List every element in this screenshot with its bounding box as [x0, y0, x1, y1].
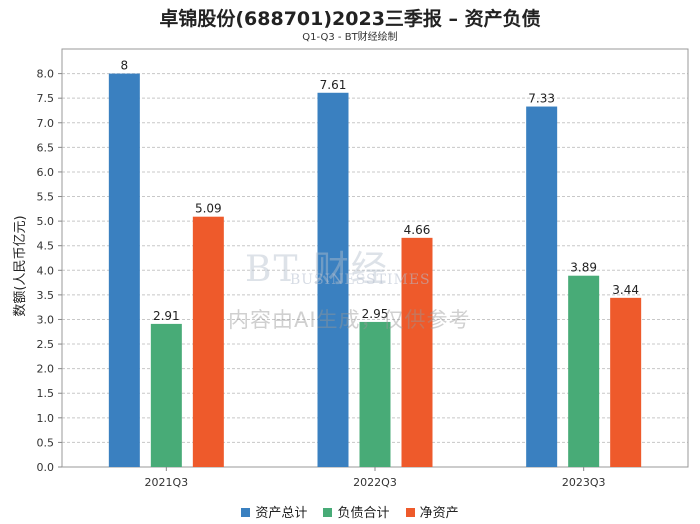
x-tick-label: 2021Q3	[145, 476, 189, 489]
y-tick-label: 2.5	[37, 338, 55, 351]
y-tick-label: 6.0	[37, 166, 55, 179]
y-tick-label: 6.5	[37, 141, 55, 154]
legend-label: 资产总计	[255, 506, 308, 521]
bar	[192, 216, 224, 467]
legend-swatch	[323, 508, 333, 517]
legend-item-total-liabilities[interactable]: 负债合计	[323, 502, 390, 521]
data-labels: 8 2.91 5.09 7.61 2.95 4.66 7.33 3.89 3.44	[121, 59, 640, 323]
legend-swatch	[241, 508, 251, 517]
y-tick-label: 7.5	[37, 92, 55, 105]
chart-title: 卓锦股份(688701)2023三季报 – 资产负债	[159, 8, 541, 30]
bar-value-label: 3.44	[612, 283, 639, 297]
bar	[568, 275, 600, 467]
y-tick-label: 4.0	[37, 264, 55, 277]
y-tick-label: 1.0	[37, 412, 55, 425]
bar	[359, 321, 391, 467]
y-tick-label: 5.5	[37, 191, 55, 204]
chart-legend: 资产总计 负债合计 净资产	[0, 502, 700, 521]
y-tick-label: 7.0	[37, 117, 55, 130]
bar	[108, 73, 140, 468]
legend-item-total-assets[interactable]: 资产总计	[241, 502, 307, 521]
y-tick-label: 1.5	[37, 387, 55, 400]
legend-swatch	[405, 508, 415, 517]
legend-item-net-assets[interactable]: 净资产	[405, 502, 459, 521]
bar-value-label: 5.09	[195, 202, 222, 216]
bar	[401, 237, 433, 467]
y-tick-label: 8.0	[37, 68, 55, 81]
y-tick-label: 4.5	[37, 240, 55, 253]
y-tick-label: 3.5	[37, 289, 55, 302]
bars	[108, 73, 642, 468]
bar	[317, 92, 349, 467]
bar	[150, 323, 182, 467]
y-tick-label: 5.0	[37, 215, 55, 228]
bar	[526, 106, 558, 467]
bar-value-label: 7.33	[528, 92, 555, 106]
x-tick-label: 2022Q3	[353, 476, 397, 489]
legend-label: 净资产	[419, 506, 459, 521]
bar-value-label: 7.61	[320, 78, 347, 92]
bar-value-label: 2.95	[362, 307, 389, 321]
legend-label: 负债合计	[337, 506, 390, 521]
y-tick-label: 0.0	[37, 461, 55, 474]
x-tick-label: 2023Q3	[562, 476, 606, 489]
y-tick-label: 3.0	[37, 313, 55, 326]
y-axis-label: 数额(人民币亿元)	[13, 215, 28, 316]
y-tick-label: 2.0	[37, 363, 55, 376]
chart-subtitle: Q1-Q3 - BT财经绘制	[302, 32, 398, 43]
bar-value-label: 8	[121, 59, 129, 73]
bar-value-label: 4.66	[404, 223, 431, 237]
bar-value-label: 3.89	[570, 261, 597, 275]
bar-value-label: 2.91	[153, 309, 180, 323]
y-tick-label: 0.5	[37, 436, 55, 449]
bar	[610, 297, 642, 467]
